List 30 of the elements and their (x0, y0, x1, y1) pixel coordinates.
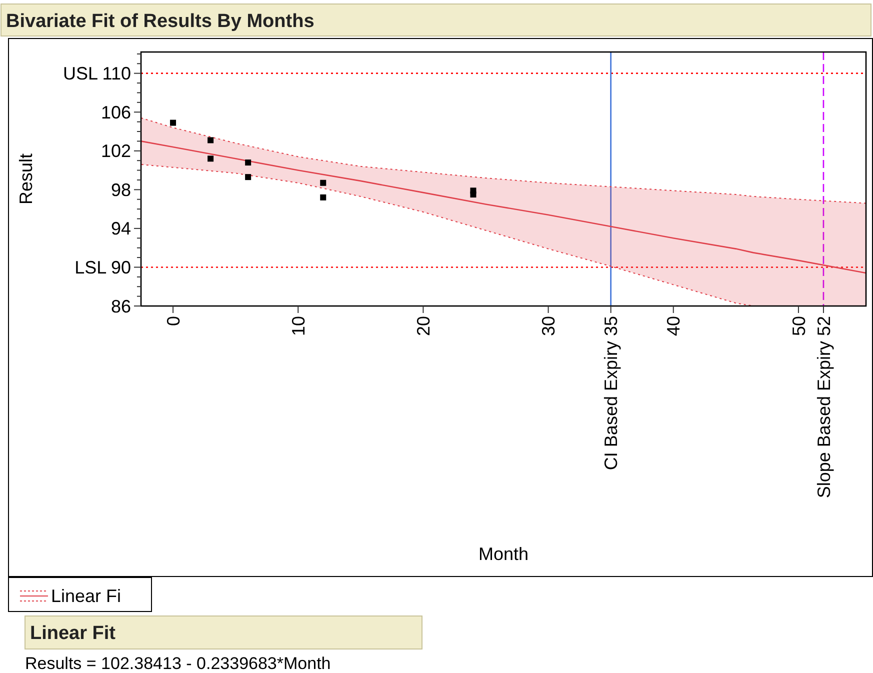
legend-label: Linear Fi (51, 586, 122, 606)
y-tick-label: LSL 90 (74, 258, 131, 278)
text: Linear Fit (30, 623, 116, 644)
y-tick-label: 106 (100, 102, 131, 122)
line-series (141, 140, 866, 274)
point (320, 180, 326, 186)
point (170, 120, 176, 126)
x-tick-label: 30 (538, 316, 559, 336)
x-tick-label: 10 (288, 316, 308, 336)
x-axis-title: Month (478, 544, 529, 564)
chart-title: Bivariate Fit of Results By Months (6, 11, 314, 32)
x-tick-label: 0 (163, 316, 184, 326)
y-tick-label: 94 (110, 218, 131, 239)
y-axis-title: Result (16, 153, 36, 205)
x-tick-label: CI Based Expiry 35 (601, 316, 622, 470)
y-tick-label: 98 (110, 180, 131, 200)
y-tick-label: 102 (100, 141, 131, 162)
point (208, 137, 214, 144)
point (208, 156, 214, 162)
point (245, 160, 252, 166)
x-tick-label: 20 (413, 316, 434, 336)
point (320, 194, 326, 200)
point (245, 174, 252, 180)
point (470, 192, 476, 198)
y-tick-label: USL 110 (62, 64, 131, 84)
y-tick-label: 86 (110, 296, 131, 316)
x-tick-label: 50 (788, 316, 809, 336)
x-tick-label: 40 (664, 316, 684, 336)
x-tick-label: Slope Based Expiry 52 (814, 316, 834, 498)
text: Results = 102.38413 - 0.2339683*Month (25, 654, 331, 673)
